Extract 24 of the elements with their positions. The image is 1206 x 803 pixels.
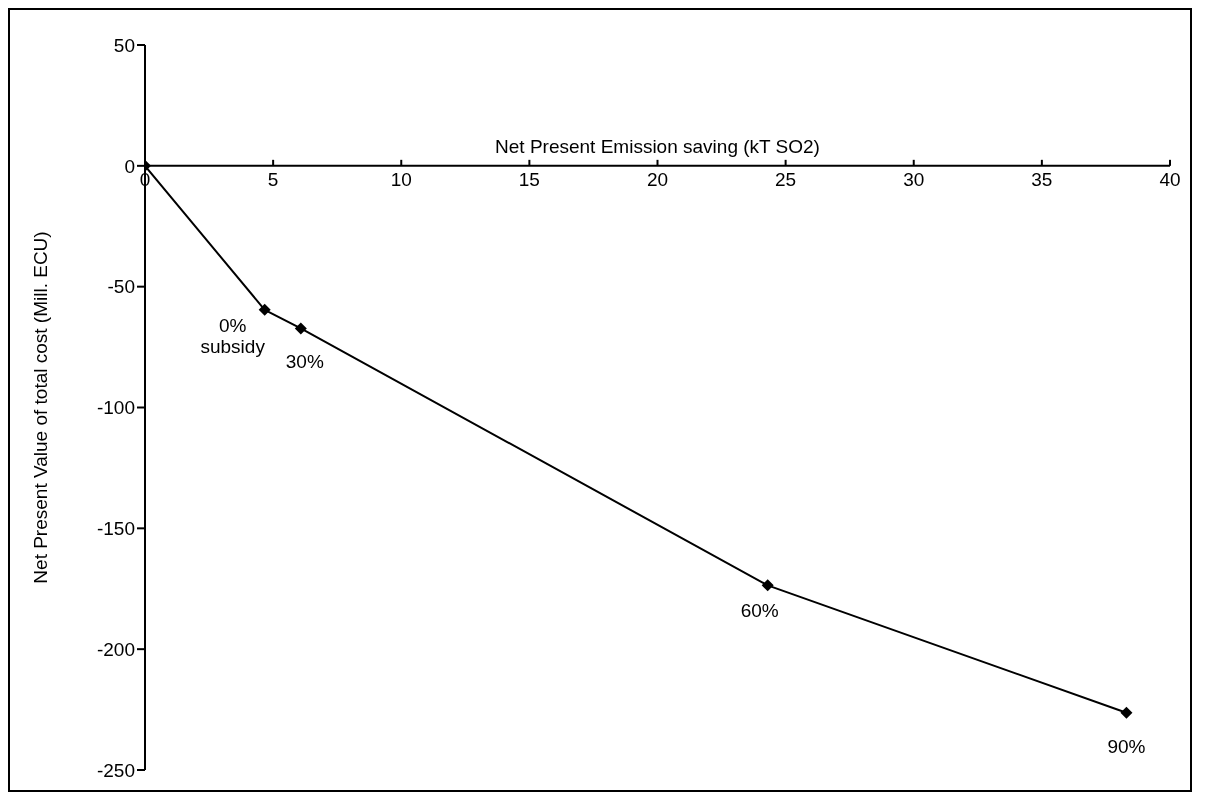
annotation: 90% (1107, 735, 1146, 757)
x-axis-title: Net Present Emission saving (kT SO2) (494, 135, 821, 158)
y-tick-label: 50 (113, 34, 135, 56)
x-tick-label: 35 (1031, 168, 1053, 190)
x-tick-label: 5 (267, 168, 279, 190)
x-tick-label: 30 (903, 168, 925, 190)
y-tick-label: -200 (96, 638, 135, 660)
point (294, 322, 307, 335)
point (258, 303, 271, 316)
annotation: 0% subsidy (200, 314, 266, 357)
annotation: 30% (285, 351, 324, 373)
y-axis-title: Net Present Value of total cost (Mill. ECU) (29, 231, 51, 584)
x-tick-label: 25 (775, 168, 797, 190)
x-tick-label: 40 (1159, 168, 1181, 190)
x-tick-label: 10 (390, 168, 412, 190)
annotation: 60% (740, 600, 779, 622)
y-tick-label: -150 (96, 518, 135, 540)
point (1120, 706, 1133, 719)
y-tick-label: -250 (96, 759, 135, 781)
y-tick-label: -100 (96, 397, 135, 419)
x-tick-label: 20 (646, 168, 669, 190)
point (761, 579, 774, 592)
x-tick-label: 15 (518, 168, 540, 190)
y-tick-label: -50 (107, 276, 135, 298)
